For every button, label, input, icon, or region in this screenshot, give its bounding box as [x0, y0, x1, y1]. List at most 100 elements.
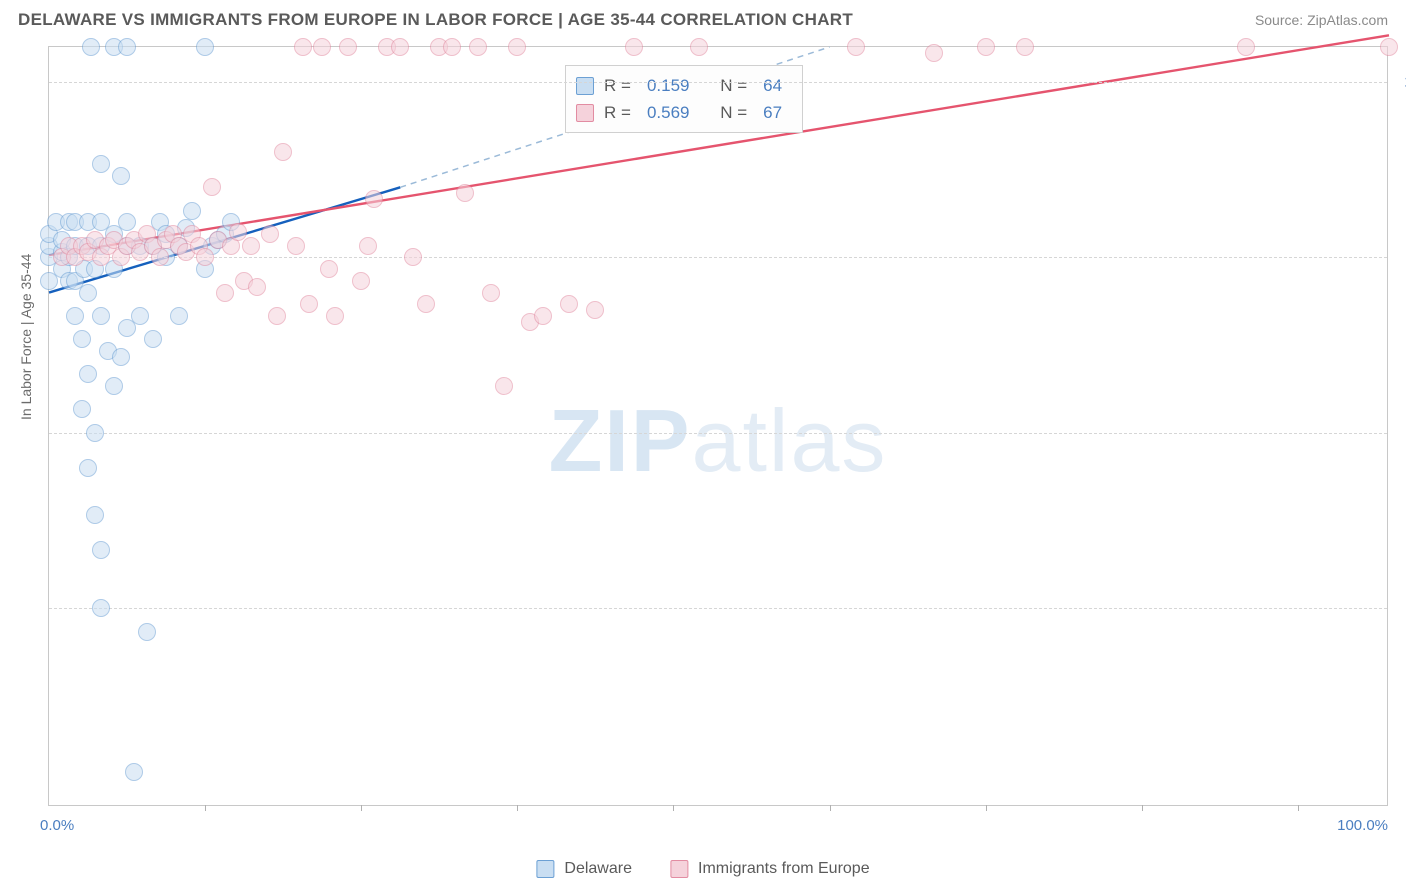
gridline — [49, 608, 1387, 609]
data-point-europe — [300, 295, 318, 313]
stat-r-label: R = — [604, 99, 631, 126]
data-point-europe — [294, 38, 312, 56]
data-point-europe — [443, 38, 461, 56]
data-point-europe — [560, 295, 578, 313]
data-point-europe — [248, 278, 266, 296]
stat-r-value-europe: 0.569 — [647, 99, 690, 126]
data-point-europe — [339, 38, 357, 56]
trend-lines — [49, 47, 1387, 805]
data-point-delaware — [131, 307, 149, 325]
x-tick — [1142, 805, 1143, 811]
data-point-europe — [242, 237, 260, 255]
data-point-delaware — [112, 167, 130, 185]
data-point-delaware — [144, 330, 162, 348]
data-point-europe — [456, 184, 474, 202]
stat-n-label: N = — [720, 99, 747, 126]
chart-title: DELAWARE VS IMMIGRANTS FROM EUROPE IN LA… — [18, 10, 853, 30]
x-tick — [986, 805, 987, 811]
x-axis-min-label: 0.0% — [40, 817, 74, 834]
data-point-delaware — [105, 377, 123, 395]
data-point-delaware — [79, 284, 97, 302]
data-point-delaware — [92, 599, 110, 617]
data-point-europe — [391, 38, 409, 56]
data-point-europe — [469, 38, 487, 56]
data-point-delaware — [183, 202, 201, 220]
stat-n-value-delaware: 64 — [763, 72, 782, 99]
legend-swatch-delaware — [536, 860, 554, 878]
data-point-europe — [287, 237, 305, 255]
data-point-europe — [320, 260, 338, 278]
correlation-stats-box: R = 0.159 N = 64 R = 0.569 N = 67 — [565, 65, 803, 133]
stat-n-value-europe: 67 — [763, 99, 782, 126]
data-point-europe — [274, 143, 292, 161]
source-label: Source: ZipAtlas.com — [1255, 12, 1388, 28]
data-point-delaware — [86, 506, 104, 524]
data-point-europe — [1380, 38, 1398, 56]
data-point-delaware — [79, 365, 97, 383]
data-point-europe — [1016, 38, 1034, 56]
x-tick — [830, 805, 831, 811]
data-point-europe — [977, 38, 995, 56]
data-point-delaware — [73, 330, 91, 348]
swatch-delaware — [576, 77, 594, 95]
watermark: ZIPatlas — [549, 390, 888, 492]
data-point-europe — [216, 284, 234, 302]
gridline — [49, 433, 1387, 434]
data-point-delaware — [82, 38, 100, 56]
data-point-europe — [1237, 38, 1255, 56]
legend-item-delaware: Delaware — [536, 860, 632, 878]
gridline — [49, 257, 1387, 258]
stat-row-europe: R = 0.569 N = 67 — [576, 99, 788, 126]
data-point-europe — [151, 248, 169, 266]
data-point-europe — [261, 225, 279, 243]
legend-swatch-europe — [670, 860, 688, 878]
legend: Delaware Immigrants from Europe — [536, 860, 869, 878]
data-point-europe — [313, 38, 331, 56]
data-point-delaware — [66, 307, 84, 325]
swatch-europe — [576, 104, 594, 122]
data-point-delaware — [86, 424, 104, 442]
data-point-europe — [365, 190, 383, 208]
stat-r-value-delaware: 0.159 — [647, 72, 690, 99]
data-point-europe — [508, 38, 526, 56]
data-point-europe — [925, 44, 943, 62]
data-point-delaware — [118, 213, 136, 231]
x-tick — [361, 805, 362, 811]
data-point-delaware — [170, 307, 188, 325]
data-point-delaware — [112, 348, 130, 366]
data-point-delaware — [125, 763, 143, 781]
data-point-europe — [404, 248, 422, 266]
data-point-delaware — [92, 307, 110, 325]
data-point-delaware — [118, 38, 136, 56]
data-point-europe — [534, 307, 552, 325]
x-tick — [205, 805, 206, 811]
data-point-europe — [359, 237, 377, 255]
data-point-delaware — [196, 38, 214, 56]
stat-n-label: N = — [720, 72, 747, 99]
stat-r-label: R = — [604, 72, 631, 99]
data-point-europe — [352, 272, 370, 290]
data-point-delaware — [138, 623, 156, 641]
data-point-europe — [196, 248, 214, 266]
legend-label-delaware: Delaware — [564, 860, 632, 878]
stat-row-delaware: R = 0.159 N = 64 — [576, 72, 788, 99]
data-point-europe — [847, 38, 865, 56]
data-point-europe — [268, 307, 286, 325]
data-point-delaware — [92, 155, 110, 173]
x-axis-max-label: 100.0% — [1337, 817, 1388, 834]
data-point-europe — [417, 295, 435, 313]
data-point-europe — [586, 301, 604, 319]
data-point-europe — [482, 284, 500, 302]
chart-plot-area: ZIPatlas R = 0.159 N = 64 R = 0.569 N = … — [48, 46, 1388, 806]
x-tick — [517, 805, 518, 811]
x-tick — [1298, 805, 1299, 811]
data-point-delaware — [73, 400, 91, 418]
gridline — [49, 82, 1387, 83]
data-point-europe — [690, 38, 708, 56]
data-point-europe — [203, 178, 221, 196]
data-point-europe — [326, 307, 344, 325]
data-point-delaware — [79, 459, 97, 477]
data-point-delaware — [92, 541, 110, 559]
legend-label-europe: Immigrants from Europe — [698, 860, 870, 878]
y-axis-label: In Labor Force | Age 35-44 — [18, 254, 34, 420]
